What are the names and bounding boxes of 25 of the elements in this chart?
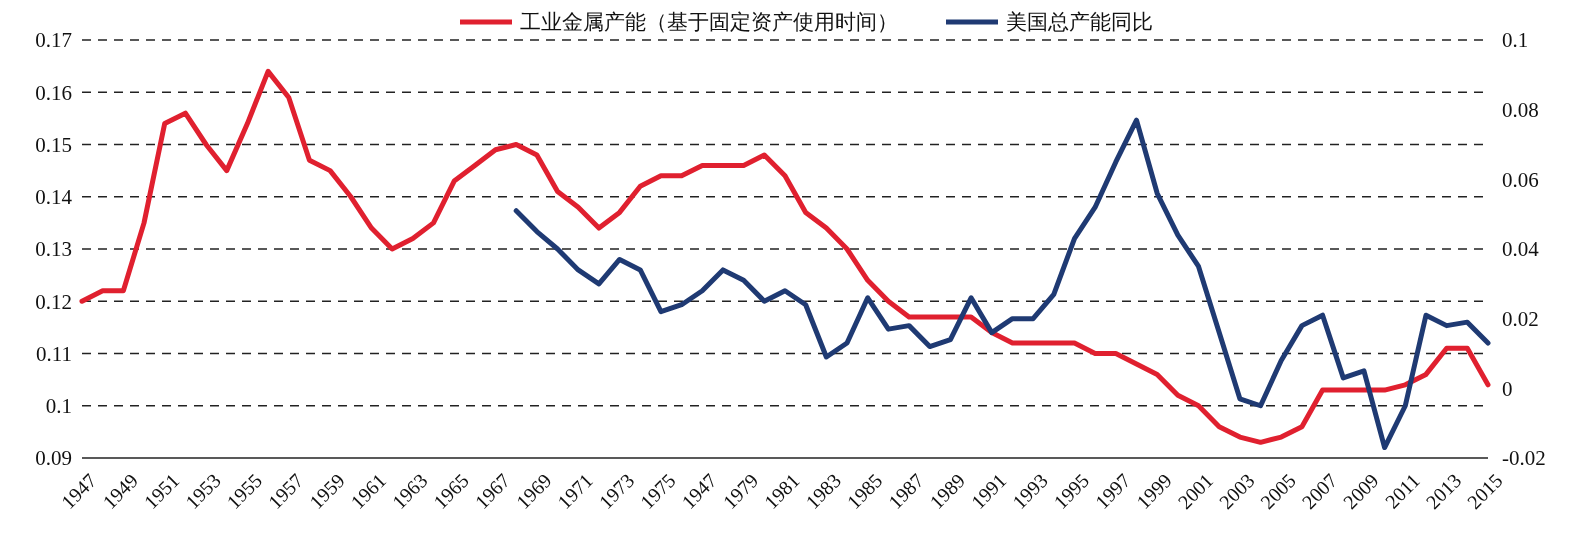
y-tick-label: 0.15 [35,132,72,157]
x-tick-label: 1969 [511,469,556,514]
x-tick-label: 1961 [346,469,391,514]
y2-tick-label: 0.1 [1502,28,1529,53]
y-tick-label: 0.11 [36,341,72,366]
x-tick-label: 1959 [305,469,349,514]
y2-tick-label: -0.02 [1502,446,1546,471]
x-tick-label: 1999 [1132,469,1176,514]
x-tick-label: 1993 [1008,469,1052,514]
y2-tick-label: 0.02 [1502,307,1539,332]
y-tick-label: 0.1 [45,394,72,419]
y-tick-label: 0.16 [35,80,72,105]
legend-label: 美国总产能同比 [1006,10,1153,35]
y-tick-label: 0.13 [35,237,72,262]
y2-tick-label: 0.08 [1502,98,1539,123]
y2-tick-label: 0.06 [1502,167,1539,192]
legend-label: 工业金属产能（基于固定资产使用时间） [520,10,898,35]
y2-tick-label: 0 [1502,376,1513,401]
y-tick-label: 0.14 [35,185,73,210]
y-tick-label: 0.12 [35,289,72,314]
y-tick-label: 0.09 [35,446,72,471]
x-tick-label: 1971 [553,469,597,514]
x-tick-label: 2011 [1380,469,1425,513]
y-tick-label: 0.17 [35,28,72,53]
y2-tick-label: 0.04 [1502,237,1540,262]
